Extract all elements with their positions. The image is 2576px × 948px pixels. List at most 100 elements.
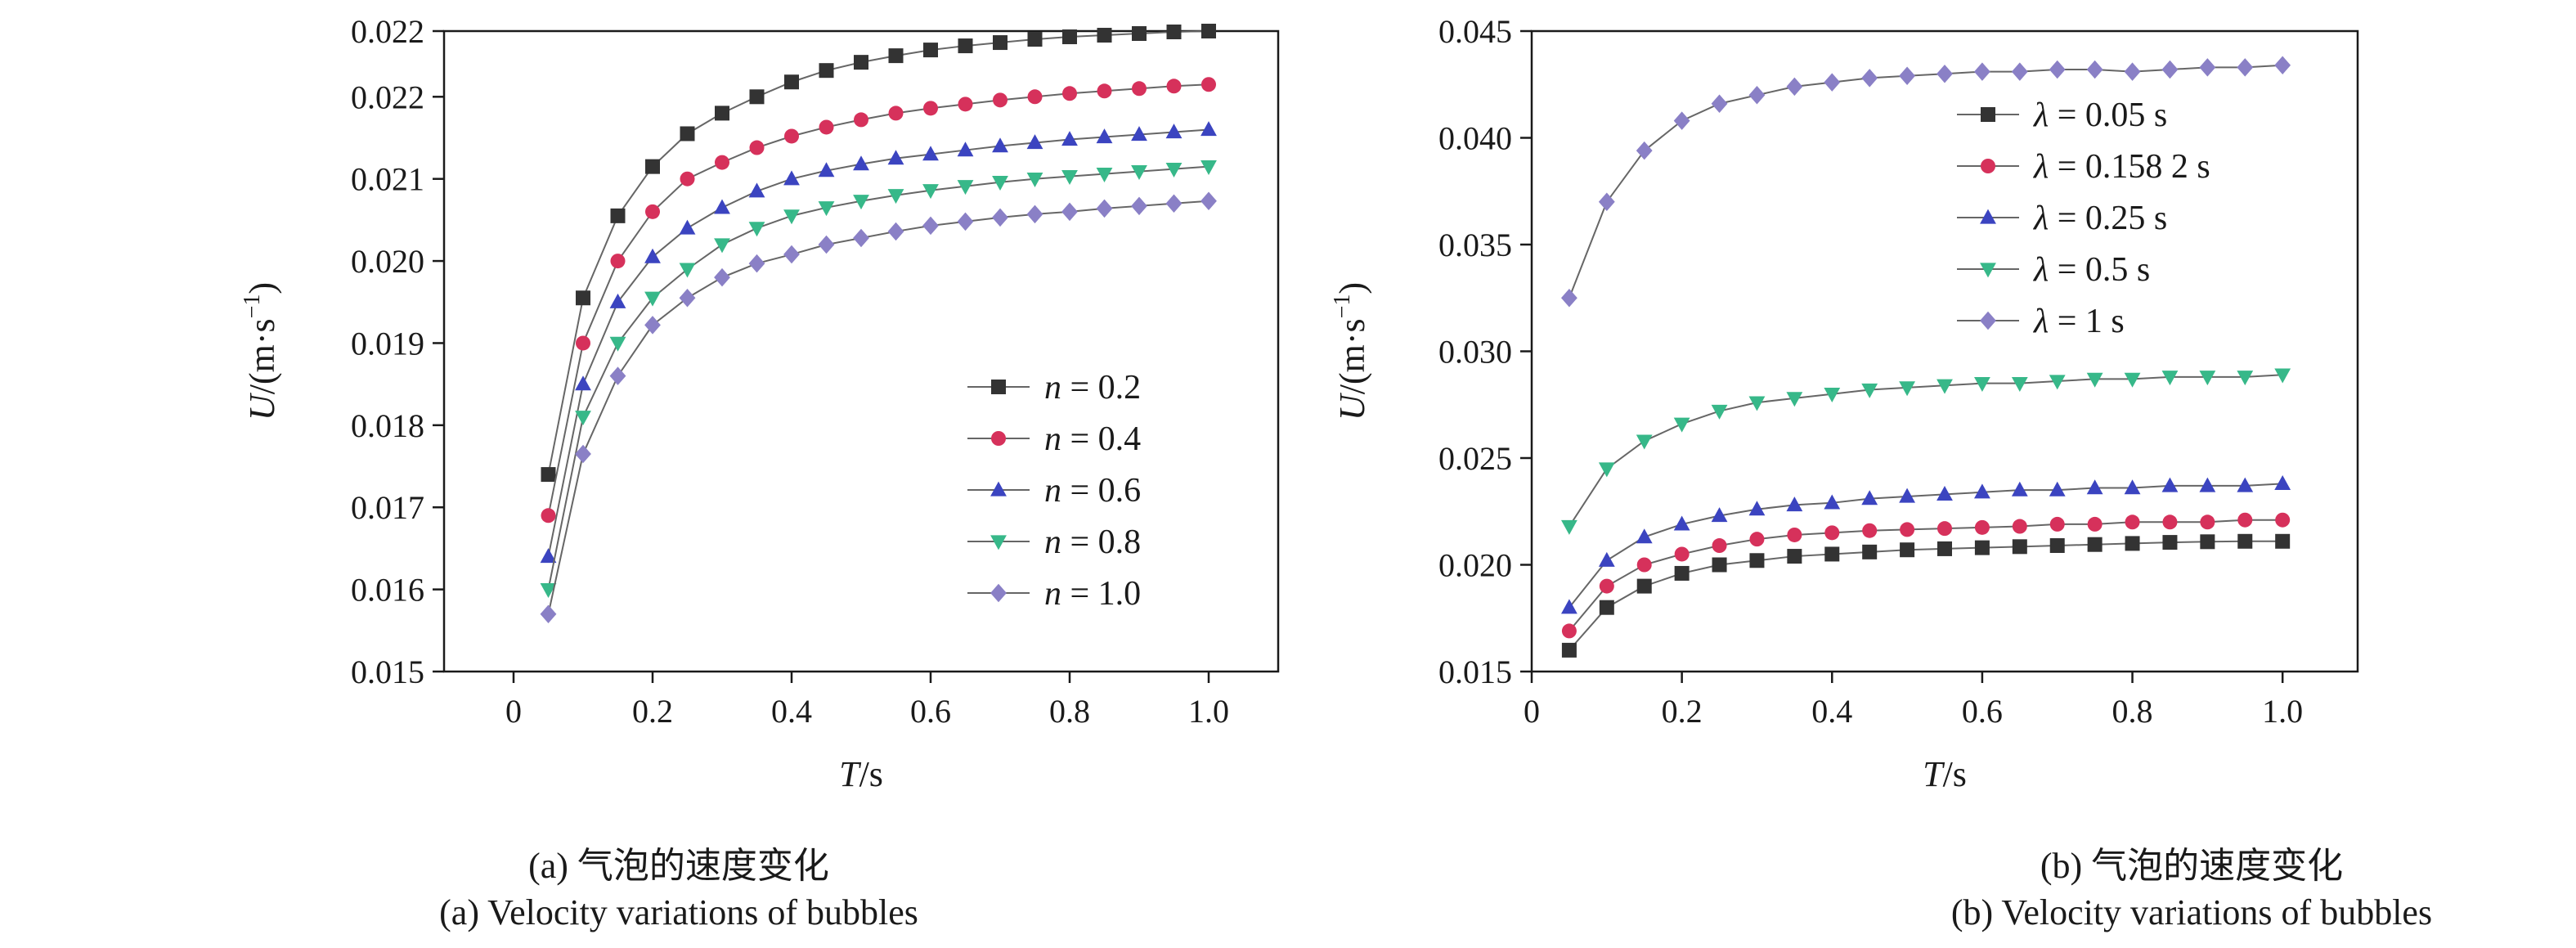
legend-label: λ = 1 s (2032, 303, 2125, 340)
data-point (575, 375, 591, 391)
data-point (1673, 515, 1690, 531)
data-point (645, 159, 660, 174)
data-point (2274, 368, 2291, 384)
data-point (1027, 32, 1043, 47)
data-point (1561, 599, 1577, 614)
data-point (2199, 371, 2216, 386)
data-point (1599, 578, 1614, 594)
data-point (1097, 83, 1112, 99)
x-tick-label: 0.2 (632, 693, 673, 730)
data-point (784, 74, 799, 90)
y-tick-label: 0.015 (1438, 654, 1512, 690)
data-point (1749, 553, 1765, 568)
data-point (2199, 58, 2216, 77)
data-point (2011, 62, 2028, 81)
x-tick-label: 0.4 (1811, 693, 1852, 730)
data-point (2086, 60, 2103, 79)
data-point (2124, 372, 2141, 388)
y-tick-label: 0.019 (351, 325, 424, 362)
data-point (1097, 28, 1112, 43)
y-tick-label: 0.022 (351, 79, 424, 115)
y-tick-label: 0.022 (351, 13, 424, 50)
data-point (1937, 541, 1952, 556)
data-point (1598, 462, 1615, 478)
data-point (2237, 512, 2253, 528)
data-point (1861, 490, 1878, 505)
data-point (818, 235, 835, 254)
data-point (2200, 514, 2215, 530)
data-point (1166, 25, 1182, 40)
data-point (1166, 79, 1182, 94)
data-point (1937, 521, 1952, 537)
legend-label: λ = 0.158 2 s (2032, 148, 2210, 186)
data-point (1862, 544, 1878, 559)
legend-marker (990, 583, 1007, 603)
data-point (575, 444, 591, 464)
data-point (2161, 60, 2179, 79)
data-point (1711, 404, 1728, 420)
data-point (2049, 538, 2065, 554)
data-point (2161, 477, 2179, 492)
data-point (1674, 546, 1690, 562)
data-point (888, 48, 904, 64)
data-point (1061, 170, 1078, 186)
data-point (2237, 477, 2254, 492)
data-point (609, 366, 626, 385)
data-point (1598, 192, 1615, 212)
data-point (1899, 66, 1915, 86)
data-point (1026, 204, 1043, 224)
data-point (1561, 519, 1577, 535)
legend-label: n = 0.8 (1044, 523, 1141, 561)
data-point (992, 137, 1008, 153)
x-tick-label: 0 (505, 693, 522, 730)
data-point (2237, 371, 2254, 386)
data-point (679, 219, 696, 235)
data-point (992, 176, 1008, 191)
data-point (715, 106, 729, 121)
data-point (1636, 141, 1653, 160)
data-point (2200, 534, 2215, 550)
data-point (1026, 134, 1043, 150)
data-point (1165, 194, 1183, 213)
data-point (1749, 532, 1765, 547)
data-point (1862, 523, 1878, 538)
data-point (576, 290, 590, 306)
data-point (1787, 549, 1802, 564)
data-point (679, 289, 696, 308)
data-point (1636, 434, 1653, 450)
legend-marker (1980, 263, 1996, 278)
data-point (1748, 501, 1766, 516)
data-point (1974, 62, 1990, 81)
x-tick-label: 0.4 (771, 693, 812, 730)
data-point (1200, 121, 1217, 137)
y-tick-label: 0.020 (351, 243, 424, 280)
data-point (541, 467, 556, 483)
data-point (1200, 159, 1217, 175)
data-point (680, 171, 695, 186)
data-point (1900, 522, 1915, 537)
data-point (2049, 60, 2066, 79)
legend-marker (1980, 311, 1996, 330)
data-point (784, 128, 799, 144)
data-point (2162, 514, 2178, 530)
data-point (575, 411, 591, 426)
data-point (1027, 89, 1043, 105)
data-point (1787, 527, 1802, 542)
data-point (854, 112, 868, 128)
y-tick-label: 0.016 (351, 572, 424, 609)
data-point (2011, 377, 2028, 392)
data-point (2086, 479, 2103, 495)
data-point (1974, 540, 1990, 555)
data-point (1561, 642, 1577, 658)
data-point (922, 184, 939, 200)
y-tick-label: 0.020 (1438, 547, 1512, 584)
data-point (1786, 77, 1803, 97)
legend-label: λ = 0.05 s (2032, 97, 2167, 134)
legend-marker (991, 380, 1006, 394)
data-point (888, 106, 904, 121)
y-tick-label: 0.025 (1438, 440, 1512, 477)
series-line (1568, 374, 2283, 528)
data-point (1824, 388, 1841, 403)
caption-b-english: (b) Velocity variations of bubbles (1950, 892, 2433, 932)
data-point (540, 582, 557, 598)
